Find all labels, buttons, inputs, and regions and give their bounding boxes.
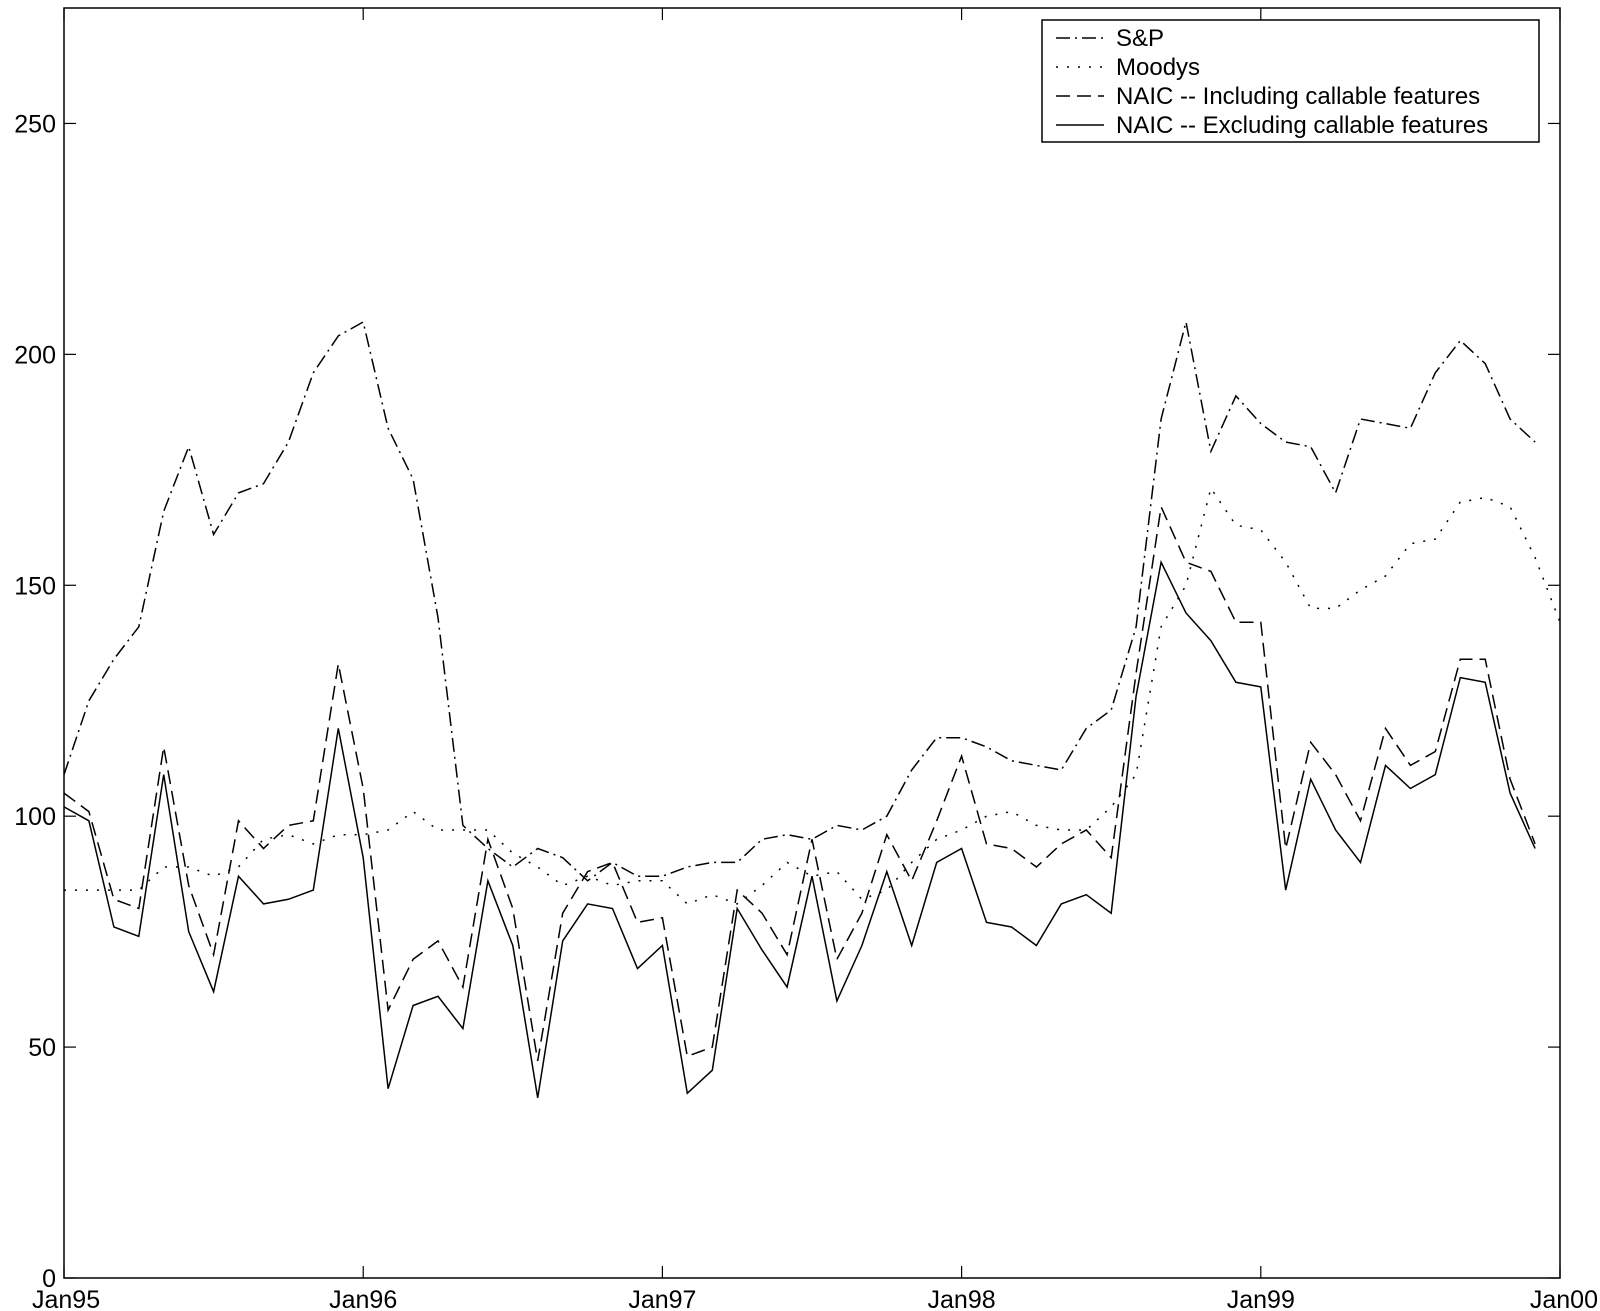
y-axis: 0 50 100 150 200 250 — [14, 110, 1560, 1293]
series-line-dotted — [64, 486, 1561, 905]
x-axis: Jan95 Jan96 Jan97 Jan98 Jan99 Jan00 — [32, 8, 1598, 1311]
series-line-dashdot — [63, 320, 1536, 882]
y-tick-label: 50 — [28, 1034, 56, 1062]
legend-label: Moodys — [1116, 54, 1200, 81]
series-lines — [63, 320, 1561, 1099]
plot-area-border — [63, 7, 1561, 1279]
legend-label: S&P — [1116, 25, 1164, 52]
y-tick-label: 200 — [14, 341, 56, 369]
x-tick-label: Jan00 — [1530, 1286, 1598, 1311]
legend-label: NAIC -- Including callable features — [1116, 83, 1480, 110]
y-tick-label: 0 — [42, 1265, 56, 1293]
x-tick-label: Jan99 — [1227, 1286, 1295, 1311]
x-tick-label: Jan96 — [329, 1286, 397, 1311]
series-line-solid — [63, 559, 1536, 1099]
y-tick-label: 250 — [14, 110, 56, 138]
series-line-dashed — [63, 504, 1536, 1062]
y-tick-label: 100 — [14, 803, 56, 831]
legend-label: NAIC -- Excluding callable features — [1116, 112, 1488, 139]
x-tick-label: Jan97 — [628, 1286, 696, 1311]
x-tick-label: Jan95 — [32, 1286, 100, 1311]
x-tick-label: Jan98 — [928, 1286, 996, 1311]
plot-frame — [63, 7, 1561, 1279]
y-tick-label: 150 — [14, 572, 56, 600]
legend-box — [1041, 19, 1540, 143]
